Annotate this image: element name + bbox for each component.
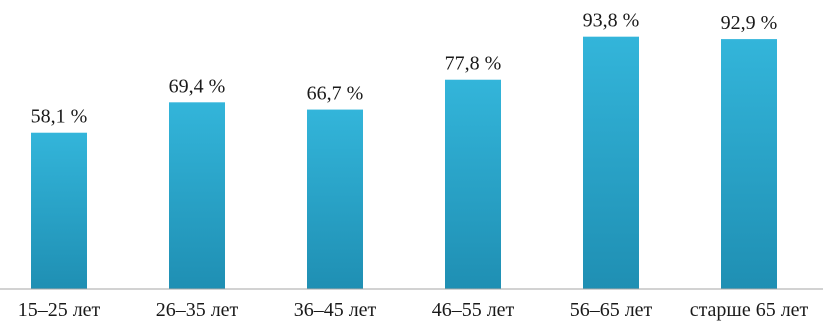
category-label-6: старше 65 лет — [690, 299, 809, 321]
value-label-6: 92,9 % — [721, 12, 778, 34]
bar-2 — [169, 102, 225, 290]
value-label-4: 77,8 % — [445, 53, 502, 75]
bars-group — [31, 36, 777, 290]
value-label-2: 69,4 % — [169, 75, 226, 97]
category-labels-group: 15–25 лет 26–35 лет 36–45 лет 46–55 лет 56–6… — [18, 299, 809, 321]
value-labels-group: 58,1 % 69,4 % 66,7 % 77,8 % 93,8 % 92,9 % — [31, 10, 778, 128]
value-label-1: 58,1 % — [31, 106, 88, 128]
bar-3 — [307, 109, 363, 290]
value-label-5: 93,8 % — [583, 10, 640, 32]
bar-6 — [721, 39, 777, 289]
value-label-3: 66,7 % — [307, 83, 364, 105]
category-label-3: 36–45 лет — [294, 299, 377, 321]
category-label-5: 56–65 лет — [570, 299, 653, 321]
bar-4 — [445, 79, 501, 289]
category-label-1: 15–25 лет — [18, 299, 101, 321]
bar-1 — [31, 132, 87, 289]
bar-5 — [583, 36, 639, 289]
category-label-4: 46–55 лет — [432, 299, 515, 321]
category-label-2: 26–35 лет — [156, 299, 239, 321]
